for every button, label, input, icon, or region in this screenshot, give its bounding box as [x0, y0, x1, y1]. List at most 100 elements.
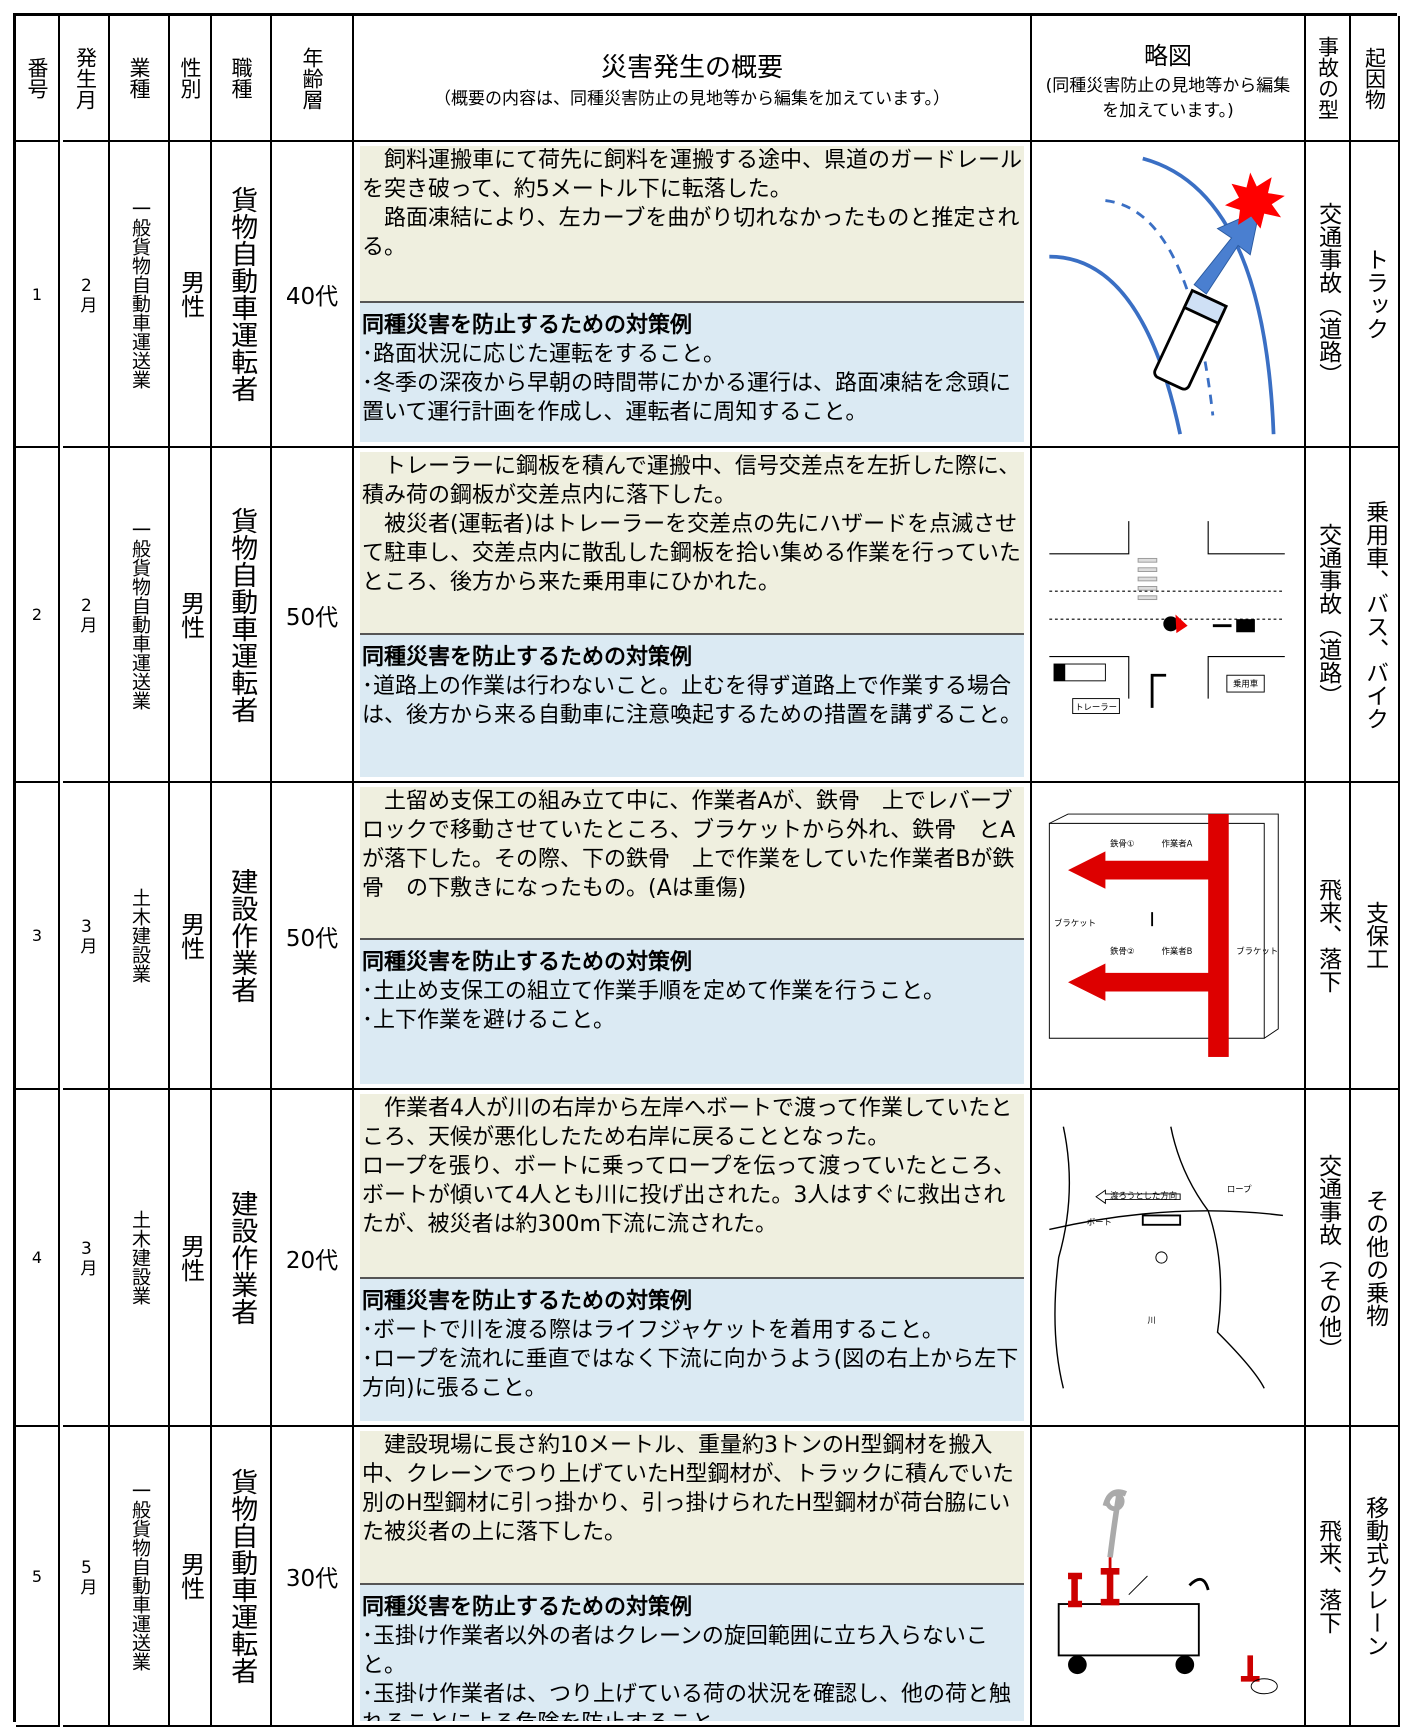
measure-item: ･土止め支保工の組立て作業手順を定めて作業を行うこと。 [362, 979, 946, 1004]
header-cell: 番号 [16, 16, 60, 142]
diagram-label: ブラケット [1236, 946, 1278, 956]
cause: 移動式クレーン [1361, 1495, 1388, 1657]
month-cell: 5月 [63, 1427, 110, 1727]
row-number: 2 [31, 605, 43, 624]
number-cell: 3 [16, 783, 60, 1090]
accident-type: 飛来、落下 [1314, 878, 1341, 993]
row-number: 4 [31, 1248, 43, 1267]
measures-title: 同種災害を防止するための対策例 [362, 645, 693, 670]
header-title: 災害発生の概要 [600, 53, 783, 83]
month-cell: 3月 [63, 783, 110, 1090]
number-cell: 4 [16, 1090, 60, 1427]
job: 貨物自動車運転者 [226, 1468, 258, 1684]
diagram-cell: トレーラー 乗用車 [1032, 448, 1306, 783]
diagram-cell [1032, 142, 1306, 448]
summary-cell: 建設現場に長さ約10メートル、重量約3トンのH型鋼材を搬入中、クレーンでつり上げ… [354, 1427, 1032, 1727]
summary-text: 建設現場に長さ約10メートル、重量約3トンのH型鋼材を搬入中、クレーンでつり上げ… [362, 1433, 1014, 1545]
measures-title: 同種災害を防止するための対策例 [362, 313, 693, 338]
age: 20代 [285, 1247, 339, 1274]
cause: 支保工 [1361, 901, 1388, 970]
age-cell: 20代 [272, 1090, 354, 1427]
diagram-label: 鉄骨① [1110, 839, 1134, 849]
summary-box: トレーラーに鋼板を積んで運搬中、信号交差点を左折した際に、積み荷の鋼板が交差点内… [360, 452, 1024, 633]
diagram [1057, 1489, 1278, 1695]
summary-text: 被災者(運転者)はトレーラーを交差点の先にハザードを点滅させて駐車し、交差点内に… [362, 512, 1021, 595]
header-cell: 起因物 [1351, 16, 1400, 142]
industry: 土木建設業 [128, 1210, 151, 1305]
header-cell: 年齢層 [272, 16, 354, 142]
summary-cell: 土留め支保工の組み立て中に、作業者Aが、鉄骨 上でレバーブロックで移動させていた… [354, 783, 1032, 1090]
header-note: (同種災害防止の見地等から編集を加えています。) [1045, 75, 1291, 121]
cause: その他の乗物 [1361, 1188, 1388, 1327]
measures-box: 同種災害を防止するための対策例 ･玉掛け作業者以外の者はクレーンの旋回範囲に立ち入… [360, 1583, 1024, 1721]
job-cell: 貨物自動車運転者 [212, 448, 272, 783]
accident-table: 番号 発生月 業種 性別 職種 年齢層 災害発生の概要 （概要の内容は、同種災害防止の見地等か… [13, 13, 1400, 1727]
header-cell: 職種 [212, 16, 272, 142]
accident-type: 交通事故（その他） [1314, 1154, 1341, 1361]
summary-text: 作業者4人が川の右岸から左岸へボートで渡って作業していたところ、天候が悪化したた… [362, 1096, 1013, 1150]
header-text: 番号 [25, 57, 50, 99]
job-cell: 貨物自動車運転者 [212, 142, 272, 448]
cause-cell: 支保工 [1351, 783, 1400, 1090]
summary-text: ロープを張り、ボートに乗ってロープを伝って渡っていたところ、ボートが傾いて4人と… [362, 1154, 1016, 1237]
industry: 一般貨物自動車運送業 [128, 1481, 151, 1671]
diagram-label: ボート [1087, 1217, 1112, 1227]
sex-cell: 男性 [170, 448, 212, 783]
measures-title: 同種災害を防止するための対策例 [362, 950, 693, 975]
header-cell: 業種 [110, 16, 170, 142]
diagram-label: ブラケット [1054, 918, 1096, 928]
cause-cell: トラック [1351, 142, 1400, 448]
job-cell: 貨物自動車運転者 [212, 1427, 272, 1727]
header-cell: 発生月 [63, 16, 110, 142]
sex: 男性 [176, 911, 205, 960]
diagram-label: 渡ろうとした方向 [1110, 1191, 1177, 1201]
summary-cell: トレーラーに鋼板を積んで運搬中、信号交差点を左折した際に、積み荷の鋼板が交差点内… [354, 448, 1032, 783]
diagram [1049, 156, 1285, 435]
month: 3月 [76, 917, 97, 954]
industry: 一般貨物自動車運送業 [128, 199, 151, 389]
measure-item: ･玉掛け作業者は、つり上げている荷の状況を確認し、他の荷と触れることによる危険を… [362, 1682, 1012, 1721]
measures-box: 同種災害を防止するための対策例 ･路面状況に応じた運転をすること。 ･冬季の深夜から… [360, 301, 1024, 442]
header-text: 年齢層 [300, 46, 325, 110]
age: 50代 [285, 604, 339, 631]
age: 30代 [285, 1566, 339, 1592]
cause: トラック [1361, 248, 1388, 340]
header-text: 業種 [127, 57, 152, 99]
diagram: 渡ろうとした方向 ロープ ボート 川 [1049, 1126, 1284, 1389]
type-cell: 交通事故（道路） [1306, 448, 1351, 783]
summary-box: 土留め支保工の組み立て中に、作業者Aが、鉄骨 上でレバーブロックで移動させていた… [360, 787, 1024, 938]
diagram-cell: 渡ろうとした方向 ロープ ボート 川 [1032, 1090, 1306, 1427]
number-cell: 5 [16, 1427, 60, 1727]
summary-text: 土留め支保工の組み立て中に、作業者Aが、鉄骨 上でレバーブロックで移動させていた… [362, 789, 1016, 901]
month: 2月 [76, 596, 97, 633]
header-text: 職種 [229, 57, 254, 99]
measures-title: 同種災害を防止するための対策例 [362, 1289, 693, 1314]
type-cell: 交通事故（道路） [1306, 142, 1351, 448]
measure-item: ･ボートで川を渡る際はライフジャケットを着用すること。 [362, 1318, 944, 1343]
sex-cell: 男性 [170, 1427, 212, 1727]
header-text: 性別 [178, 57, 203, 99]
job-cell: 建設作業者 [212, 783, 272, 1090]
summary-text: トレーラーに鋼板を積んで運搬中、信号交差点を左折した際に、積み荷の鋼板が交差点内… [362, 454, 1021, 508]
summary-cell: 飼料運搬車にて荷先に飼料を運搬する途中、県道のガードレールを突き破って、約5メー… [354, 142, 1032, 448]
header-text: 事故の型 [1315, 36, 1340, 120]
age-cell: 40代 [272, 142, 354, 448]
diagram-label: 作業者B [1161, 946, 1192, 956]
diagram-label: 乗用車 [1233, 678, 1258, 688]
diagram-cell: 鉄骨① 作業者A ブラケット 鉄骨② 作業者B ブラケット [1032, 783, 1306, 1090]
sex-cell: 男性 [170, 783, 212, 1090]
cause-cell: その他の乗物 [1351, 1090, 1400, 1427]
summary-text: 路面凍結により、左カーブを曲がり切れなかったものと推定される。 [362, 206, 1020, 260]
age-cell: 50代 [272, 783, 354, 1090]
header-cell: 事故の型 [1306, 16, 1351, 142]
row-number: 3 [31, 926, 43, 945]
summary-box: 飼料運搬車にて荷先に飼料を運搬する途中、県道のガードレールを突き破って、約5メー… [360, 146, 1024, 301]
sex: 男性 [176, 1233, 205, 1282]
header-note: （概要の内容は、同種災害防止の見地等から編集を加えています。） [434, 89, 950, 109]
accident-type: 交通事故（道路） [1314, 522, 1341, 707]
summary-text: 飼料運搬車にて荷先に飼料を運搬する途中、県道のガードレールを突き破って、約5メー… [362, 148, 1023, 202]
diagram-label: 鉄骨② [1110, 946, 1134, 956]
header-text: 起因物 [1362, 46, 1387, 110]
sex: 男性 [176, 270, 205, 318]
